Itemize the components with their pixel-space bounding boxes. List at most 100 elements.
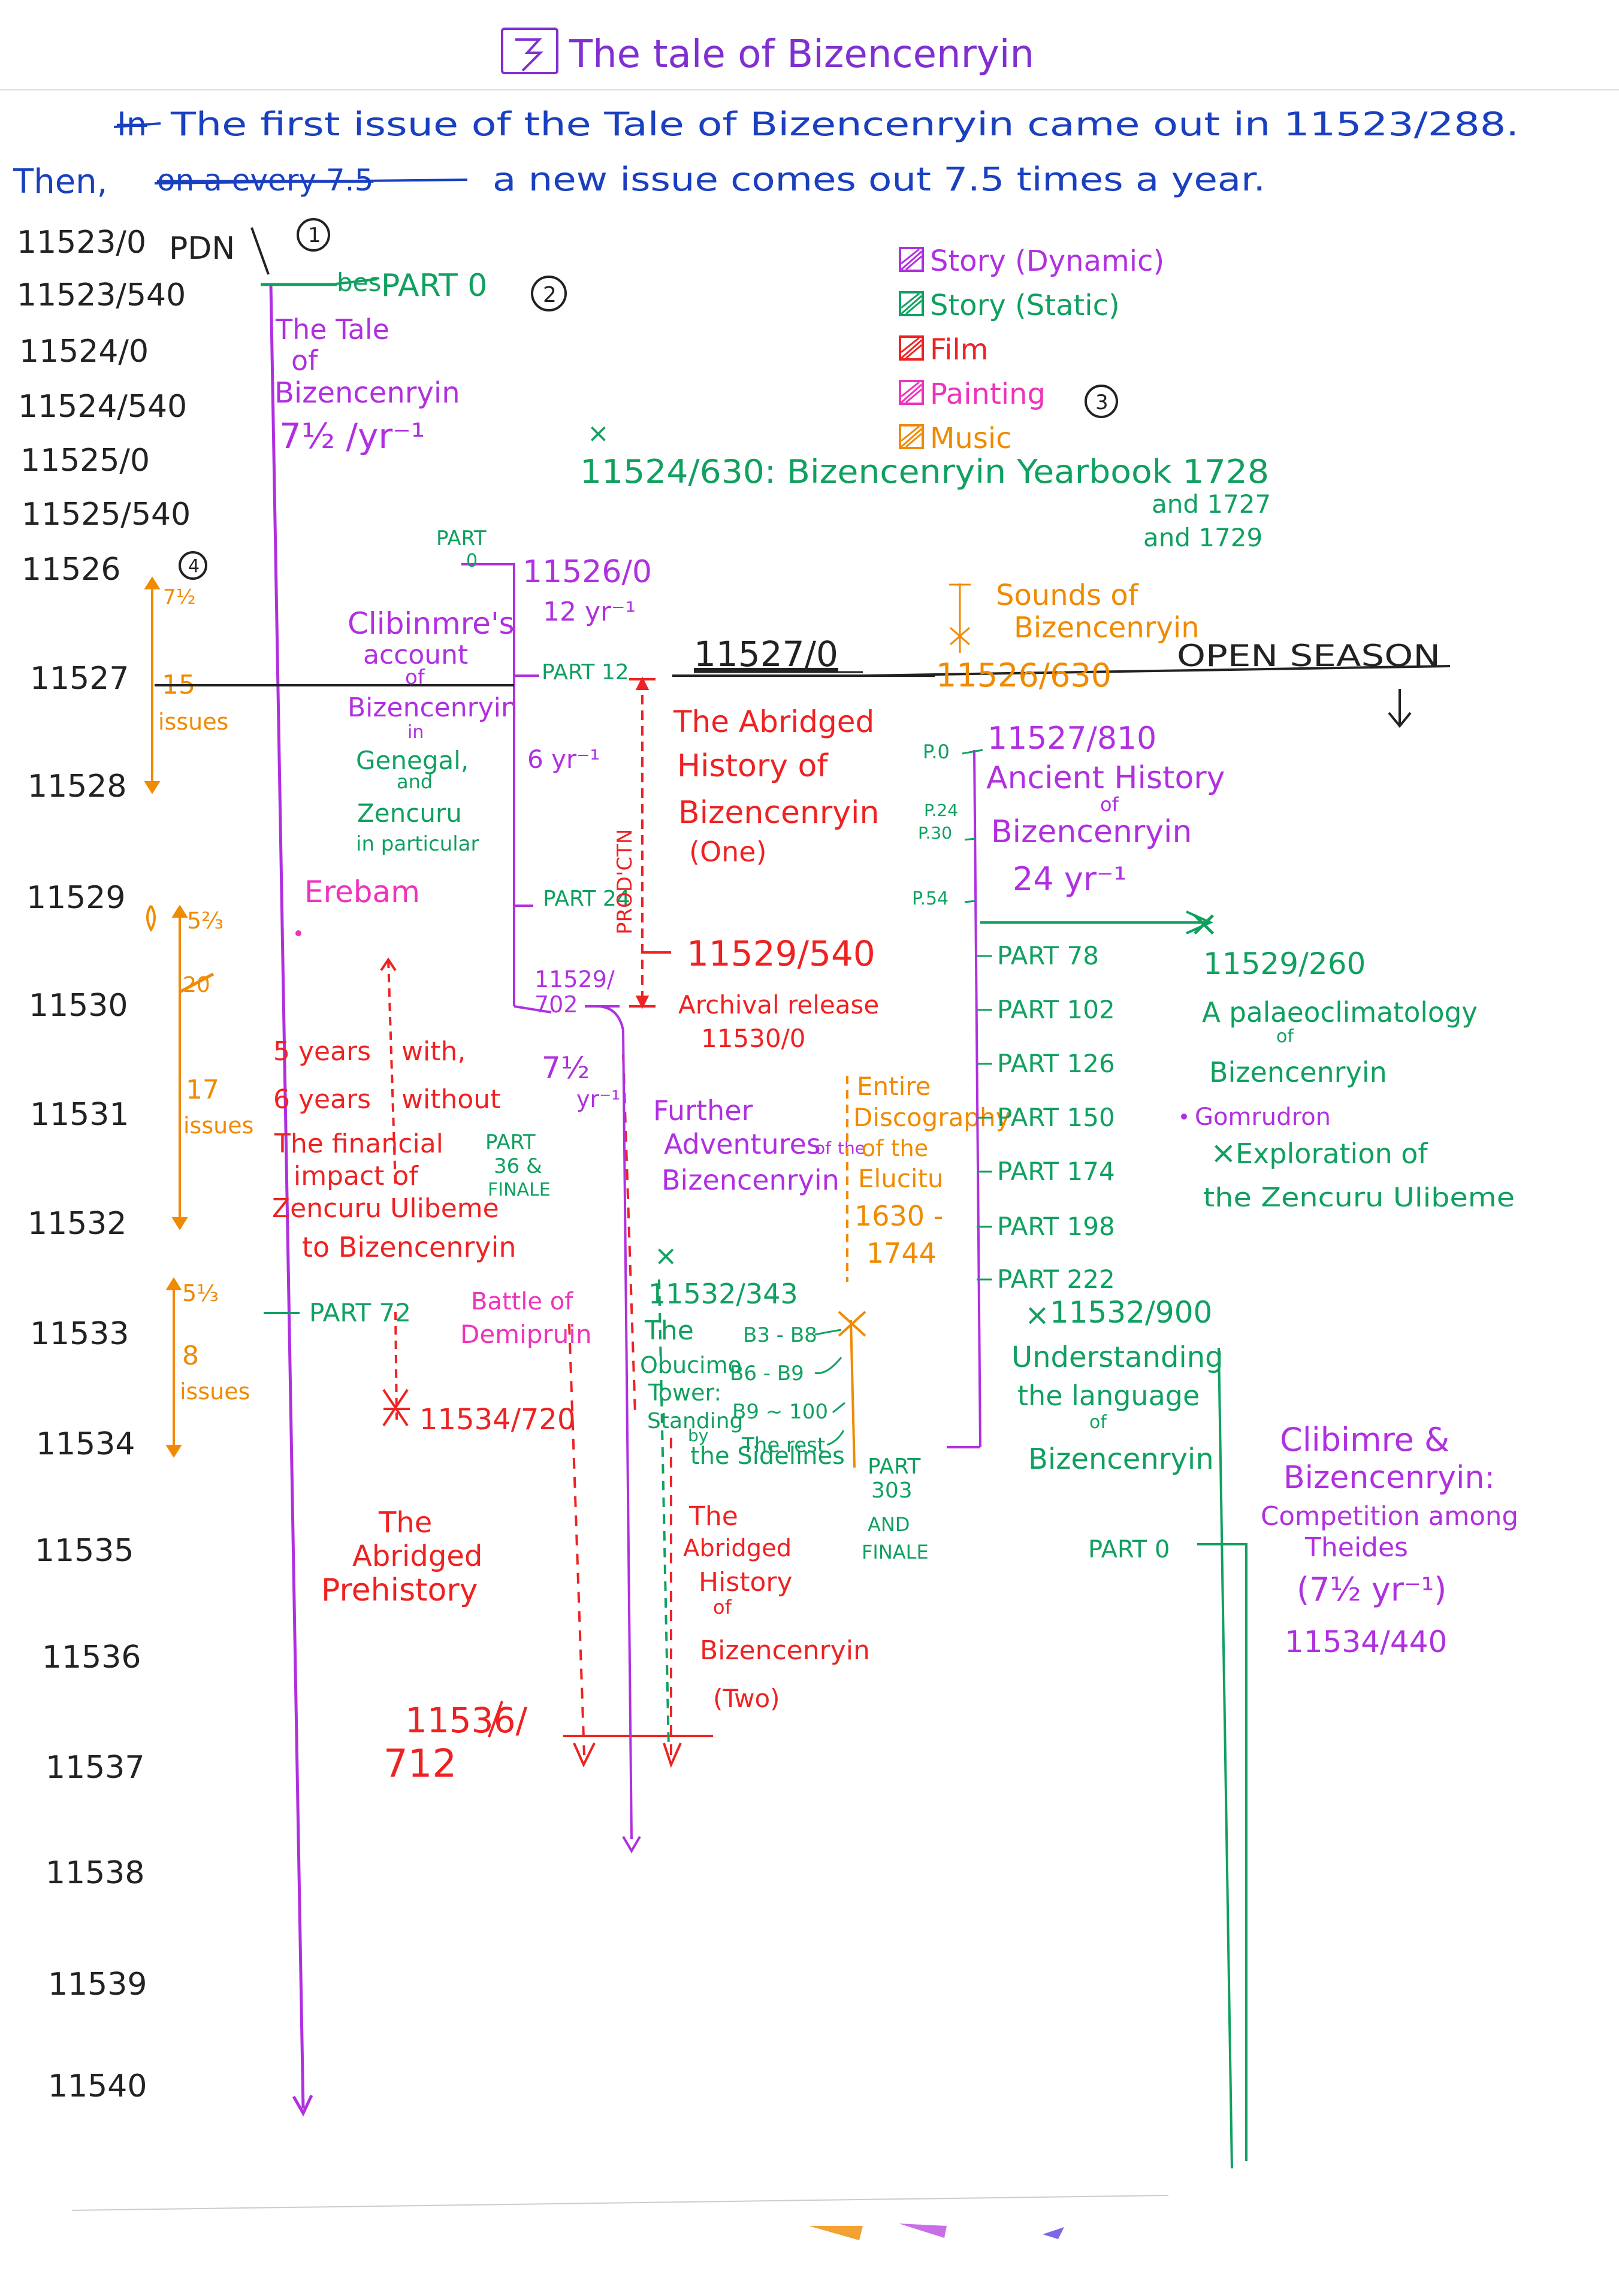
clibinmre-l2: account xyxy=(363,640,468,670)
obucimo-l4: Standing xyxy=(647,1409,743,1433)
year-label: 11528 xyxy=(28,769,126,804)
financial-l2: impact of xyxy=(294,1161,419,1191)
further-l2: Adventures xyxy=(664,1128,821,1160)
tale-rate: 7½ /yr⁻¹ xyxy=(279,416,425,456)
part36-l1: PART xyxy=(485,1130,536,1154)
legend: Story (Dynamic) Story (Static) Film Paintin… xyxy=(899,244,1164,455)
abridged-one-l3: Bizencenryin xyxy=(678,795,879,831)
understanding-l2: the language xyxy=(1017,1380,1200,1412)
ancient-rate: 24 yr⁻¹ xyxy=(1013,860,1126,898)
year-label: 11531 xyxy=(30,1097,129,1133)
circled-number-4: 4 xyxy=(179,551,207,580)
abridged-one-l2: History of xyxy=(677,748,829,784)
year-label: 11523/540 xyxy=(17,277,186,313)
palaeo-l3: Bizencenryin xyxy=(1209,1056,1387,1088)
issue-bracket-b xyxy=(146,905,188,1230)
part72: PART 72 xyxy=(309,1298,411,1327)
date-11534-720: 11534/720 xyxy=(419,1403,575,1436)
five-years-divider xyxy=(380,957,397,1187)
tale-title-2: of xyxy=(291,344,319,377)
year-label: 11524/540 xyxy=(18,389,187,425)
obucimo-l3: Tower: xyxy=(648,1380,721,1406)
clibinmre-rate-1: 12 yr⁻¹ xyxy=(543,597,636,627)
year-label: 11537 xyxy=(46,1750,144,1786)
ancient-part-label: PART 78 xyxy=(997,941,1099,970)
bracket-b-count: 17 xyxy=(186,1075,219,1105)
date-11536-712-l2: 712 xyxy=(383,1742,457,1786)
ancient-date: 11527/810 xyxy=(987,721,1156,757)
circled-number-3: 3 xyxy=(1085,385,1118,418)
part303-l4: FINALE xyxy=(862,1541,929,1563)
competition-l4: Theides xyxy=(1304,1532,1408,1563)
legend-swatch xyxy=(899,335,924,361)
year-label: 11534 xyxy=(36,1426,135,1462)
further-l3: of xyxy=(815,1138,832,1158)
six-years-l4: without xyxy=(401,1084,500,1115)
competition-line xyxy=(1197,1543,1248,2161)
sounds-marker xyxy=(949,583,971,653)
cross-mark: × xyxy=(1189,903,1219,945)
ancient-part-label: PART 198 xyxy=(997,1212,1115,1241)
yearbook-and-1729: and 1729 xyxy=(1143,523,1262,552)
tale-part0: PART 0 xyxy=(381,268,487,304)
abridged-two-l4: of xyxy=(713,1596,732,1619)
intro-line-1: The first issue of the Tale of Bizencenr… xyxy=(170,105,1519,143)
clibinmre-line xyxy=(155,563,552,1014)
title-icon xyxy=(501,28,558,74)
circled-number-2: 2 xyxy=(531,276,567,311)
tale-title-3: Bizencenryin xyxy=(274,376,460,410)
strike-mark xyxy=(113,122,161,128)
bottom-color-marks xyxy=(809,2224,1064,2240)
year-label: 11532 xyxy=(28,1206,126,1242)
palaeo-l4: Gomrudron xyxy=(1195,1103,1331,1131)
legend-label: Painting xyxy=(930,377,1046,411)
abridged-one-date: 11527/0 xyxy=(694,634,838,674)
discog-l6: 1744 xyxy=(866,1237,937,1269)
ancient-part-label: PART 126 xyxy=(997,1049,1115,1078)
cross-mark: × xyxy=(1025,1297,1050,1332)
clibinmre-rate-2: 6 yr⁻¹ xyxy=(527,745,600,774)
ancient-part-label: PART 150 xyxy=(997,1103,1115,1132)
year-label: 11525/0 xyxy=(20,443,150,479)
part36-l2: 36 & xyxy=(494,1154,542,1178)
tale-title-1: The Tale xyxy=(275,313,389,346)
open-season-date: 11526/630 xyxy=(936,657,1111,694)
year-label: 11524/0 xyxy=(19,334,149,370)
svg-text:3: 3 xyxy=(1095,391,1108,415)
competition-l3: Competition among xyxy=(1261,1501,1518,1532)
legend-label: Story (Dynamic) xyxy=(930,244,1164,278)
obucimo-b3: B9 ~ 100 xyxy=(732,1400,828,1424)
understanding-l3: of xyxy=(1089,1412,1107,1433)
year-label: 11530 xyxy=(29,988,128,1024)
ancient-parts: PART 78 PART 102 PART 126 PART 150 PART 174 P… xyxy=(977,941,1115,1294)
further-l1: Further xyxy=(653,1094,753,1127)
prehistory-l1: The xyxy=(378,1506,432,1539)
issue-bracket-c xyxy=(165,1277,182,1458)
open-season-label: OPEN SEASON xyxy=(1177,639,1440,673)
legend-swatch xyxy=(899,424,924,449)
bracket-b-top: 5⅔ xyxy=(187,907,223,934)
down-arrow-icon xyxy=(1388,689,1412,728)
understanding-l4: Bizencenryin xyxy=(1028,1442,1214,1476)
abridged-two-l5: Bizencenryin xyxy=(700,1635,870,1666)
page-title: The tale of Bizencenryin xyxy=(569,32,1034,77)
obucimo-ticks xyxy=(814,1329,845,1446)
five-years-l2: with, xyxy=(401,1036,466,1067)
clibinmre-l5: in xyxy=(407,722,424,743)
year-label: 11535 xyxy=(35,1533,134,1569)
obucimo-b4: The rest xyxy=(741,1433,825,1457)
cross-mark: × xyxy=(1210,1135,1237,1171)
competition-part: PART 0 xyxy=(1088,1536,1170,1563)
ancient-p24: P.24 xyxy=(924,800,958,820)
clibinmre-part12: PART 12 xyxy=(542,660,629,685)
discog-l5: 1630 - xyxy=(854,1200,943,1232)
battle-l1: Battle of xyxy=(471,1288,573,1315)
competition-l1: Clibimre & xyxy=(1280,1421,1449,1459)
legend-label: Film xyxy=(930,333,989,367)
clibinmre-part-top-1: PART xyxy=(436,527,487,550)
obucimo-line xyxy=(658,1279,670,1750)
discog-l4: Elucitu xyxy=(858,1164,944,1193)
discog-l1: Entire xyxy=(857,1072,931,1101)
understanding-line xyxy=(1218,1347,1233,2169)
